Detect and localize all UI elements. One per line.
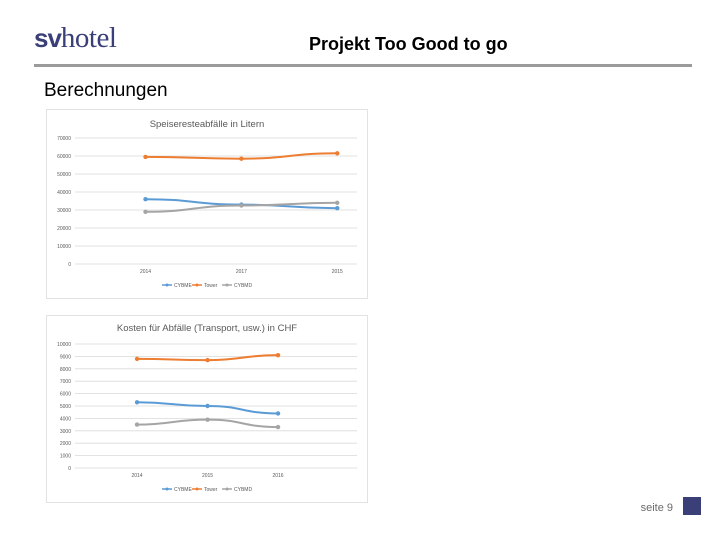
y-tick-label: 3000 [60, 429, 71, 435]
legend-label-tower: Tower [204, 283, 218, 289]
y-tick-label: 60000 [57, 154, 71, 160]
data-point-tower [335, 151, 340, 156]
data-point-tower [143, 154, 148, 160]
y-tick-label: 30000 [57, 208, 71, 214]
chart-title: Kosten für Abfälle (Transport, usw.) in … [117, 323, 297, 334]
logo-hotel-text: hotel [60, 22, 117, 54]
y-tick-label: 4000 [60, 416, 71, 422]
svhotel-logo: svhotel [34, 22, 117, 54]
x-tick-label: 2014 [131, 473, 142, 479]
legend-marker-cybme [165, 283, 169, 287]
legend-marker-tower [195, 283, 199, 287]
data-point-tower [134, 356, 140, 362]
data-point-cybmd [134, 422, 140, 427]
legend-label-cybmd: CYBMD [234, 283, 252, 289]
y-tick-label: 50000 [57, 172, 71, 178]
y-tick-label: 10000 [57, 342, 71, 348]
legend-label-cybmd: CYBMD [234, 487, 252, 493]
data-point-tower [205, 357, 210, 363]
data-point-cybme [335, 206, 340, 211]
y-tick-label: 40000 [57, 190, 71, 196]
legend-marker-cybme [165, 487, 169, 491]
x-tick-label: 2016 [272, 473, 283, 479]
logo-sv-text: sv [34, 23, 62, 53]
header-divider [34, 64, 692, 67]
data-point-cybme [143, 197, 148, 202]
y-tick-label: 20000 [57, 226, 71, 232]
y-tick-label: 8000 [60, 367, 71, 373]
y-tick-label: 0 [68, 466, 71, 472]
page-number: seite 9 [640, 502, 673, 514]
data-point-tower [275, 352, 281, 358]
chart-svg: Kosten für Abfälle (Transport, usw.) in … [57, 323, 357, 493]
x-tick-label: 2015 [202, 473, 213, 479]
legend-label-cybme: CYBME [174, 283, 192, 289]
section-heading: Berechnungen [44, 80, 168, 101]
data-point-cybmd [205, 417, 210, 422]
chart-svg: Speiseresteabfälle in Litern 0 10000 20000 3… [57, 119, 357, 289]
legend-label-tower: Tower [204, 487, 218, 493]
chart-title: Speiseresteabfälle in Litern [150, 119, 265, 130]
x-tick-label: 2014 [140, 269, 151, 275]
y-tick-label: 5000 [60, 404, 71, 410]
data-point-cybmd [335, 200, 340, 205]
y-tick-label: 9000 [60, 354, 71, 360]
data-point-tower [239, 156, 244, 161]
legend-label-cybme: CYBME [174, 487, 192, 493]
y-tick-label: 7000 [60, 379, 71, 385]
y-tick-label: 70000 [57, 136, 71, 142]
y-tick-label: 6000 [60, 392, 71, 398]
legend-marker-cybmd [225, 487, 229, 491]
page-title: Projekt Too Good to go [309, 34, 508, 54]
data-point-cybme [205, 403, 210, 409]
chart-waste-costs-chf: Kosten für Abfälle (Transport, usw.) in … [46, 315, 368, 503]
data-point-cybme [134, 400, 140, 405]
y-tick-label: 2000 [60, 441, 71, 447]
legend-marker-tower [195, 487, 199, 491]
chart-food-waste-liters: Speiseresteabfälle in Litern 0 10000 20000 3… [46, 109, 368, 299]
data-point-cybmd [275, 424, 281, 430]
data-point-cybme [275, 411, 281, 416]
x-tick-label: 2015 [332, 269, 343, 275]
x-tick-label: 2017 [236, 269, 247, 275]
data-point-cybmd [143, 209, 148, 214]
y-tick-label: 0 [68, 262, 71, 268]
data-point-cybmd [239, 203, 244, 208]
y-tick-label: 10000 [57, 244, 71, 250]
y-tick-label: 1000 [60, 454, 71, 460]
legend-marker-cybmd [225, 283, 229, 287]
brand-corner-square [683, 497, 701, 515]
